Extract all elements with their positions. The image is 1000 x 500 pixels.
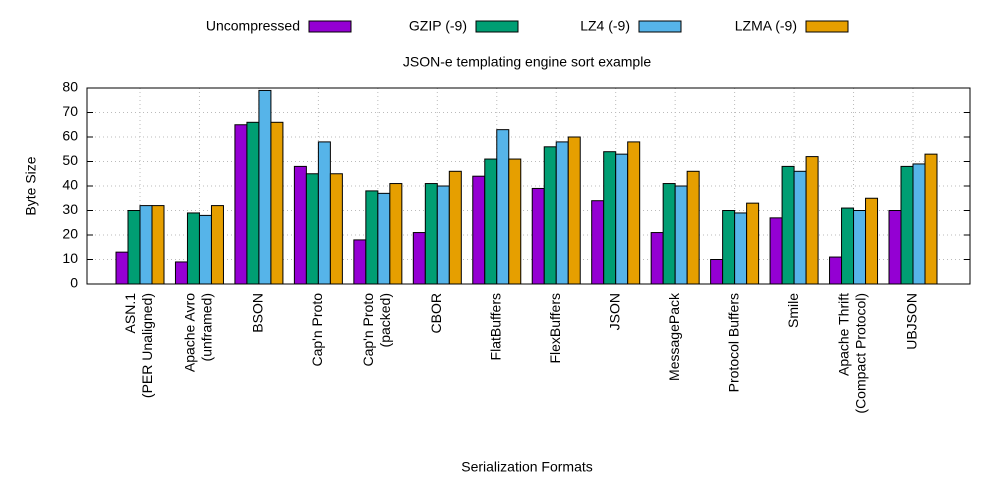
x-tick-label: (Compact Protocol)	[853, 293, 869, 414]
bar	[829, 256, 843, 285]
x-tick-label: FlatBuffers	[487, 293, 503, 360]
legend-label: LZMA (-9)	[735, 18, 797, 34]
y-tick-label: 50	[62, 152, 78, 168]
x-tick-label: CBOR	[428, 293, 444, 333]
bar	[662, 183, 676, 285]
bar	[924, 153, 938, 285]
bar	[174, 261, 188, 285]
x-tick-label: BSON	[250, 293, 266, 333]
y-tick-label: 20	[62, 226, 78, 242]
bar	[317, 141, 331, 285]
bar	[424, 183, 438, 285]
x-tick-label: Apache Thrift	[836, 293, 852, 376]
bar	[674, 185, 688, 285]
y-axis-label: Byte Size	[23, 156, 39, 215]
bar	[210, 205, 224, 285]
bar	[793, 170, 807, 285]
bar	[805, 156, 819, 285]
y-tick-label: 10	[62, 250, 78, 266]
bar	[769, 217, 783, 285]
x-tick-label: FlexBuffers	[547, 293, 563, 364]
x-tick-label: ASN.1	[122, 293, 138, 334]
y-tick-label: 60	[62, 128, 78, 144]
bar	[305, 173, 319, 285]
x-tick-label: Apache Avro	[182, 293, 198, 372]
y-tick-label: 0	[70, 275, 78, 291]
bar	[258, 89, 272, 285]
bar	[139, 205, 153, 285]
x-tick-label: JSON	[606, 293, 622, 330]
bar	[246, 121, 260, 285]
bar	[186, 212, 200, 285]
bar	[127, 210, 141, 285]
bar	[781, 165, 795, 285]
bar	[555, 141, 569, 285]
bar	[484, 158, 498, 285]
bar	[377, 192, 391, 285]
legend-label: Uncompressed	[206, 18, 300, 34]
x-tick-label: Smile	[785, 293, 801, 328]
x-tick-label: UBJSON	[904, 293, 920, 350]
bar	[591, 200, 605, 285]
bar	[472, 175, 486, 285]
bar	[353, 239, 367, 285]
bar	[567, 136, 581, 285]
x-tick-label: (packed)	[377, 293, 393, 347]
bar	[627, 141, 641, 285]
y-tick-label: 70	[62, 103, 78, 119]
bar	[115, 251, 129, 285]
bar	[234, 124, 248, 285]
legend-label: LZ4 (-9)	[580, 18, 630, 34]
x-tick-label: (unframed)	[199, 293, 215, 361]
legend-swatch	[308, 20, 352, 33]
bar	[841, 207, 855, 285]
legend-swatch	[638, 20, 682, 33]
bar	[746, 202, 760, 285]
legend-swatch	[805, 20, 849, 33]
bar	[853, 210, 867, 285]
bar	[151, 205, 165, 285]
bar	[329, 173, 343, 285]
bar	[900, 165, 914, 285]
bar	[888, 210, 902, 285]
bar	[436, 185, 450, 285]
x-tick-label: Protocol Buffers	[725, 293, 741, 392]
x-tick-label: MessagePack	[666, 292, 682, 381]
y-tick-label: 80	[62, 79, 78, 95]
bar	[496, 129, 510, 285]
bar	[365, 190, 379, 285]
bar	[543, 146, 557, 285]
bar	[912, 163, 926, 285]
bar	[270, 121, 284, 285]
bar	[734, 212, 748, 285]
bar	[508, 158, 522, 285]
bar	[603, 151, 617, 285]
bar	[686, 170, 700, 285]
bar	[389, 183, 403, 285]
bar	[650, 232, 664, 285]
bar	[293, 165, 307, 285]
bar	[865, 197, 879, 285]
chart-title: JSON-e templating engine sort example	[403, 54, 651, 70]
bar	[448, 170, 462, 285]
y-tick-label: 40	[62, 177, 78, 193]
x-tick-label: Cap'n Proto	[309, 293, 325, 367]
bar	[198, 214, 212, 285]
bar	[531, 187, 545, 285]
bar	[710, 259, 724, 285]
x-axis-label: Serialization Formats	[461, 459, 593, 475]
y-tick-label: 30	[62, 201, 78, 217]
bar	[412, 232, 426, 285]
legend-label: GZIP (-9)	[409, 18, 467, 34]
bar	[722, 210, 736, 285]
x-tick-label: Cap'n Proto	[360, 293, 376, 367]
legend-swatch	[475, 20, 519, 33]
bar	[615, 153, 629, 285]
plot-frame	[86, 87, 971, 285]
x-tick-label: (PER Unaligned)	[139, 293, 155, 398]
